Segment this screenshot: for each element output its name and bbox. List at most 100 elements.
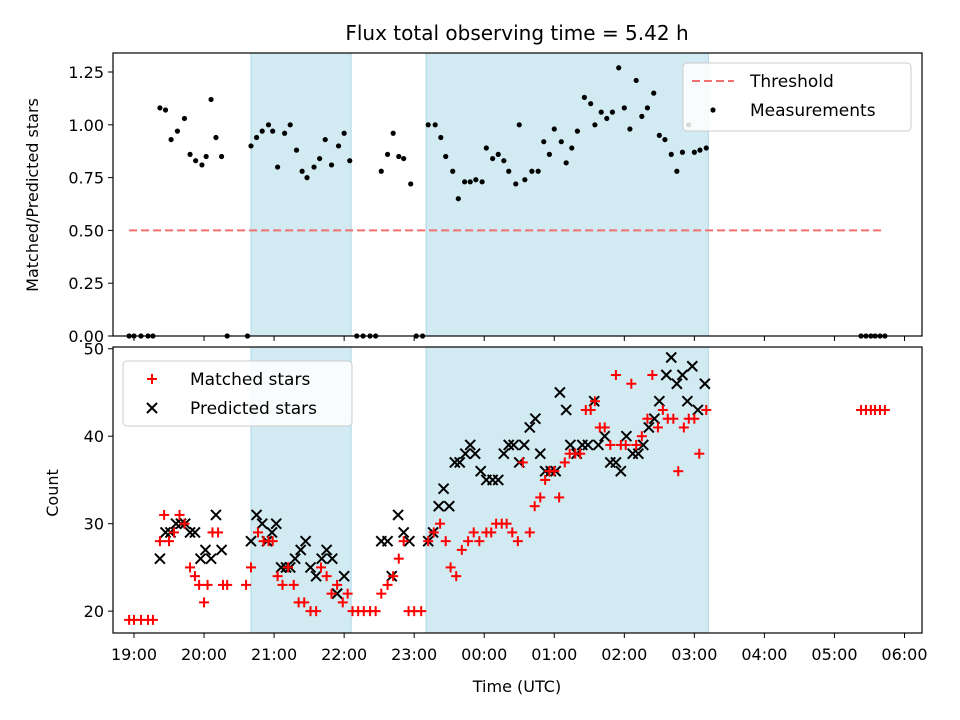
measurement-point	[341, 130, 347, 136]
count-y-ticks: 20 30 40 50	[84, 340, 113, 621]
observing-span-0	[250, 52, 352, 337]
measurement-point	[506, 168, 512, 174]
measurement-point	[328, 162, 335, 168]
matched-stars-point	[559, 457, 570, 468]
measurement-point	[651, 90, 657, 96]
measurement-point	[248, 143, 254, 149]
measurement-point	[691, 149, 697, 155]
predicted-stars-point	[245, 535, 257, 547]
measurement-point	[270, 128, 276, 134]
matched-stars-point	[428, 527, 439, 538]
predicted-stars-point	[289, 552, 301, 565]
measurement-point	[574, 128, 580, 134]
measurement-point	[541, 139, 547, 145]
predicted-stars-point	[524, 421, 536, 434]
predicted-stars-point	[299, 535, 312, 547]
measurement-point	[644, 105, 651, 111]
measurement-point	[522, 177, 528, 183]
measurement-point	[322, 136, 328, 143]
measurement-point	[187, 151, 193, 157]
predicted-stars-point	[199, 544, 212, 556]
predicted-stars-point	[184, 526, 196, 539]
measurement-point	[265, 122, 272, 128]
matched-stars-point	[626, 378, 637, 389]
measurement-point	[293, 147, 300, 153]
predicted-stars-point	[665, 351, 677, 364]
measurement-point	[259, 128, 265, 134]
matched-stars-point	[245, 562, 256, 573]
x-tick-label: 05:00	[811, 645, 857, 664]
matched-stars-point	[445, 562, 456, 573]
matched-stars-point	[185, 562, 196, 573]
measurements-legend-label: Measurements	[750, 101, 876, 121]
x-tick-label: 21:00	[251, 645, 297, 664]
x-tick-label: 23:00	[391, 645, 437, 664]
matched-stars-point	[370, 606, 381, 617]
count-axes-frame	[112, 346, 923, 634]
measurement-point	[581, 94, 587, 100]
measurement-point	[432, 122, 438, 128]
matched-stars-point	[668, 413, 679, 424]
predicted-stars-point	[437, 482, 450, 495]
observing-spans	[250, 52, 709, 337]
measurement-point	[639, 113, 645, 119]
x-tick-label: 01:00	[531, 645, 577, 664]
x-tick-label: 19:00	[111, 645, 157, 664]
predicted-stars-point	[681, 395, 694, 407]
matched-stars-point	[202, 579, 213, 590]
matched-stars-point	[316, 562, 327, 573]
ratio-axes-frame	[112, 52, 923, 337]
matched-stars-point	[154, 536, 165, 547]
measurement-point	[304, 175, 310, 181]
matched-stars-point	[486, 527, 497, 538]
matched-stars-point	[189, 571, 200, 582]
measurement-point	[317, 155, 323, 162]
x-tick-label: 04:00	[741, 645, 787, 664]
matched-stars-point	[277, 579, 288, 590]
predicted-stars-point	[256, 517, 268, 530]
matched-stars-point	[647, 369, 658, 380]
matched-stars-point	[535, 492, 546, 503]
matched-stars-point	[517, 457, 528, 468]
matched-stars-point	[159, 509, 170, 520]
predicted-stars-point	[529, 413, 542, 425]
predicted-stars-point	[610, 456, 622, 469]
predicted-stars-point	[170, 517, 182, 530]
predicted-stars-point	[392, 509, 404, 521]
matched-stars-point	[332, 579, 343, 590]
x-tick-label: 22:00	[321, 645, 367, 664]
matched-stars-point	[540, 474, 551, 485]
matched-stars-point	[393, 553, 404, 564]
ratio-panel: Flux total observing time = 5.42 h 0.000…	[23, 21, 923, 346]
predicted-stars-point	[615, 465, 627, 477]
measurement-point	[674, 168, 680, 174]
predicted-stars-point	[295, 544, 307, 556]
ratio-y-axis-label: Matched/Predicted stars	[23, 98, 42, 292]
matched-stars-point	[299, 597, 310, 608]
measurement-point	[408, 181, 414, 187]
predicted-stars-point	[331, 587, 343, 600]
measurement-point	[513, 181, 519, 187]
matched-stars-point	[524, 527, 535, 538]
measurement-point	[253, 134, 260, 141]
matched-stars-point	[689, 413, 700, 424]
matched-stars-point	[213, 527, 224, 538]
matched-stars-point	[678, 422, 689, 433]
measurement-point	[546, 151, 552, 157]
matched-stars-point	[194, 579, 205, 590]
predicted-stars-point	[320, 544, 333, 556]
matched-stars-point	[423, 536, 434, 547]
predicted-stars-point	[503, 439, 515, 451]
measurement-point	[697, 147, 703, 153]
measurement-point	[679, 149, 686, 155]
measurement-points	[126, 65, 888, 339]
matched-stars-point	[382, 579, 393, 590]
matched-stars-point	[620, 439, 631, 450]
measurement-point	[495, 151, 501, 157]
matched-stars-point	[168, 527, 179, 538]
matched-stars-point	[529, 501, 540, 512]
matched-stars-point	[512, 536, 523, 547]
predicted-stars-point	[660, 369, 673, 381]
measurement-point	[199, 162, 205, 168]
x-tick-label: 03:00	[671, 645, 717, 664]
